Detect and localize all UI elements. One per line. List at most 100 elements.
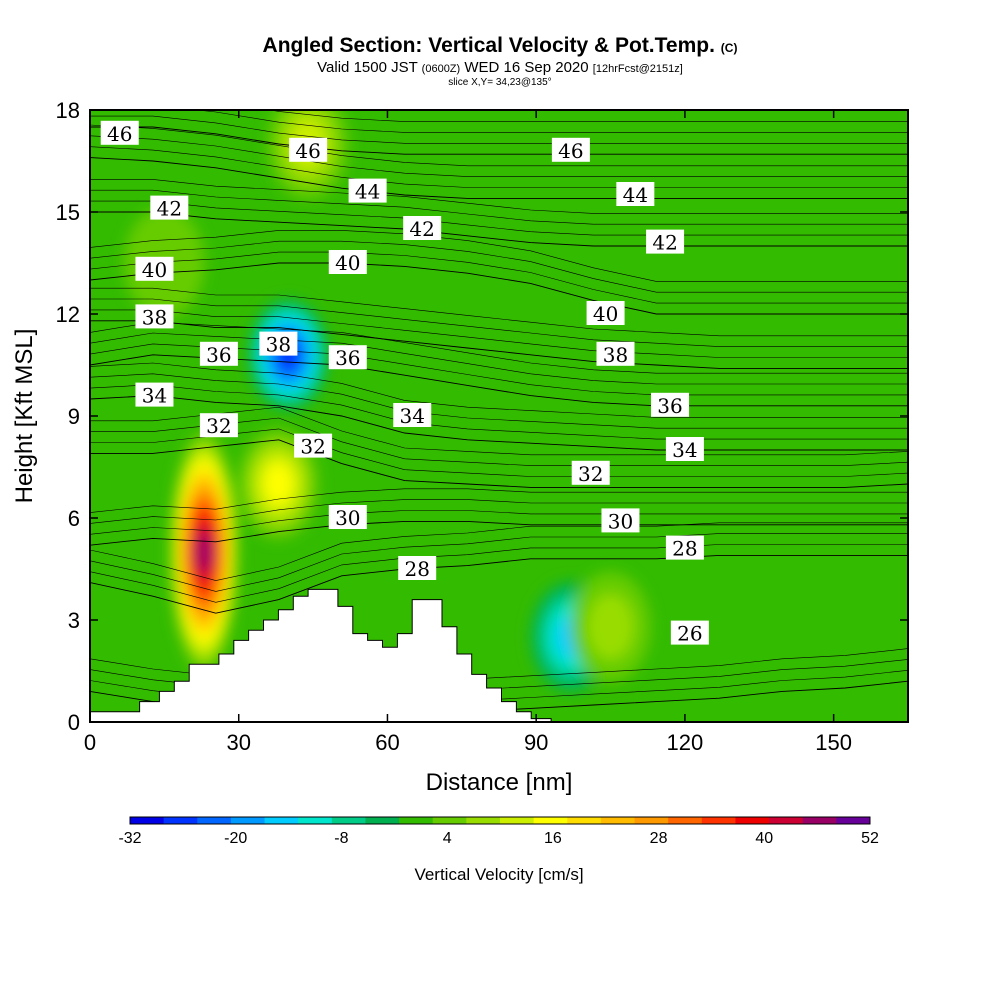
contour-label-box (199, 341, 238, 366)
contour-label-text: 30 (335, 506, 360, 530)
colorbar-segment (399, 817, 434, 824)
contour-label-box (596, 341, 635, 366)
contour-label-text: 30 (608, 509, 633, 533)
y-tick-label: 0 (68, 710, 80, 735)
x-axis-title: Distance [nm] (426, 769, 573, 796)
colorbar-segment (466, 817, 501, 824)
x-tick-label: 120 (667, 730, 704, 755)
isentrope-labels: 2628303234363840424446464240383634324644… (100, 120, 709, 646)
colorbar-segment (500, 817, 535, 824)
contour-label-text: 44 (355, 180, 380, 204)
contour-label: 36 (199, 341, 238, 367)
contour-label: 42 (646, 229, 685, 255)
x-tick-label: 30 (226, 730, 250, 755)
contour-label-box (289, 137, 328, 162)
contour-label: 42 (403, 216, 442, 241)
title-suffix: (C) (720, 41, 738, 55)
isentrope-minor (268, 110, 908, 122)
contour-label: 34 (135, 382, 174, 408)
isentrope-minor (90, 332, 908, 385)
contour-label: 28 (398, 556, 437, 581)
colorbar-tick-label: 28 (650, 830, 668, 847)
subtitle-date: WED 16 Sep 2020 (464, 59, 589, 76)
isentrope-minor (90, 362, 908, 418)
contour-label-box (135, 256, 174, 281)
colorbar-segment (197, 817, 232, 824)
colorbar-segment (365, 817, 400, 824)
contour-label-box (393, 403, 432, 427)
colorbar-segment (298, 817, 333, 824)
contour-label-text: 46 (558, 139, 583, 163)
contour-label-box (348, 178, 387, 203)
contour-label-box (646, 229, 685, 254)
contour-label: 34 (393, 403, 432, 428)
y-tick-label: 12 (56, 302, 80, 327)
x-axis: 0 30 60 90 120 150 (84, 110, 852, 755)
contour-label-text: 46 (295, 139, 320, 163)
contour-label: 38 (596, 341, 635, 367)
contour-label-box (670, 620, 709, 645)
colorbar-segment (668, 817, 703, 824)
contour-label-box (328, 345, 367, 370)
contour-label-box (586, 301, 625, 325)
isentrope-minor (90, 522, 908, 581)
contour-label-text: 34 (142, 384, 167, 408)
colorbar-tick-label: 4 (443, 830, 452, 847)
isentrope-minor (90, 533, 908, 592)
colorbar-segment (836, 817, 871, 824)
isentrope-minor (90, 124, 908, 167)
contour-label: 28 (665, 535, 704, 561)
isentrope-28 (90, 554, 908, 614)
contour-label-box (199, 413, 238, 438)
contour-label-text: 42 (409, 217, 434, 241)
colorbar-segment (533, 817, 568, 824)
contour-label: 40 (328, 250, 367, 275)
contour-label: 44 (348, 178, 387, 204)
isentrope-46 (90, 126, 908, 155)
contour-label-box (616, 182, 655, 206)
contour-label-text: 42 (652, 231, 677, 255)
colorbar-tick-label: 52 (861, 830, 879, 847)
contour-label-text: 36 (206, 343, 231, 367)
contour-label: 40 (586, 301, 625, 326)
colorbar-segment (163, 817, 198, 824)
y-tick-label: 9 (68, 404, 80, 429)
contour-label-text: 34 (672, 438, 697, 462)
contour-label-box (294, 433, 333, 458)
colorbar-segment (264, 817, 299, 824)
isentrope-34 (90, 395, 908, 451)
contour-label: 44 (616, 182, 655, 207)
contour-label-box (665, 437, 704, 461)
contour-label-text: 36 (657, 394, 682, 418)
contour-label-text: 38 (266, 333, 291, 357)
isentrope-contours (90, 110, 908, 713)
contour-label-box (328, 250, 367, 274)
isentrope-minor (90, 251, 908, 304)
y-axis-title: Height [Kft MSL] (11, 329, 38, 504)
contour-label: 40 (135, 256, 174, 282)
colorbar-frame (129, 816, 871, 825)
colorbar-segment (600, 817, 636, 824)
y-tick-label: 18 (56, 98, 80, 123)
plot-area: 2628303234363840424446464240383634324644… (90, 110, 908, 722)
contour-label-text: 42 (157, 197, 182, 221)
colorbar-segment (634, 817, 669, 824)
y-tick-label: 3 (68, 608, 80, 633)
isentrope-minor (90, 287, 908, 337)
isentrope-minor (90, 309, 908, 358)
isentrope-minor (90, 406, 908, 456)
isentrope-minor (90, 230, 908, 282)
y-tick-label: 15 (56, 200, 80, 225)
contour-label-box (150, 195, 189, 220)
contour-label: 46 (289, 137, 328, 163)
contour-label: 32 (199, 413, 238, 438)
title-text: Angled Section: Vertical Velocity & Pot.… (262, 34, 715, 57)
contour-label-box (601, 508, 640, 533)
contour-label-box (135, 382, 174, 407)
contour-label-text: 28 (404, 557, 429, 581)
subtitle-utc: (0600Z) (421, 63, 461, 75)
subtitle-valid: Valid 1500 JST (317, 59, 418, 76)
isentrope-minor (90, 499, 908, 524)
contour-label: 32 (571, 460, 610, 486)
